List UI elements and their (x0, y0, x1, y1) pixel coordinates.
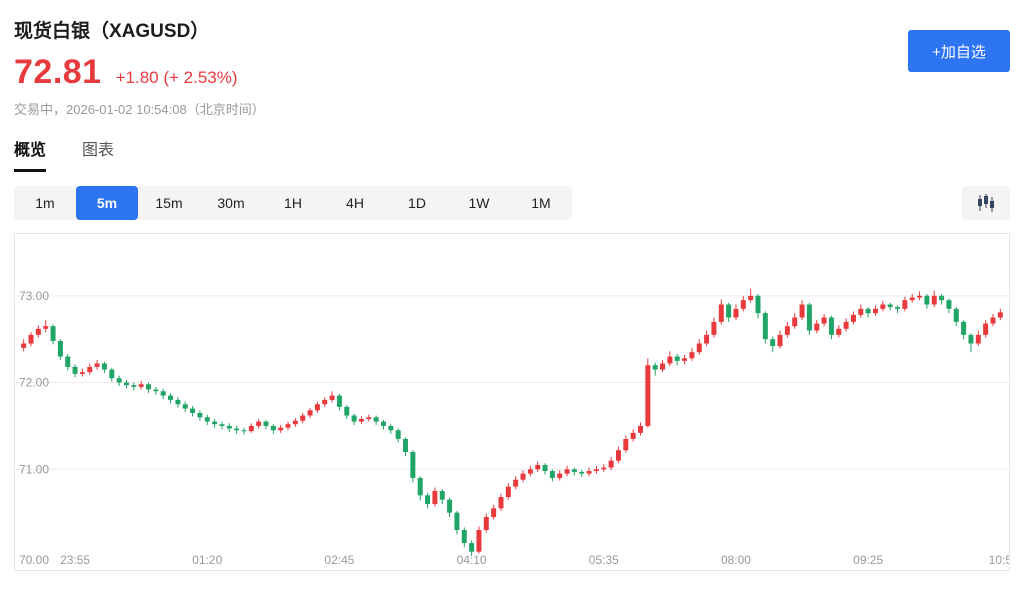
chart-toolbar: 1m 5m 15m 30m 1H 4H 1D 1W 1M (14, 186, 1010, 220)
svg-text:08:00: 08:00 (721, 553, 751, 567)
timeframe-1w[interactable]: 1W (448, 186, 510, 220)
svg-text:05:35: 05:35 (589, 553, 619, 567)
timeframe-5m[interactable]: 5m (76, 186, 138, 220)
svg-text:72.00: 72.00 (19, 376, 49, 390)
svg-text:71.00: 71.00 (19, 462, 49, 476)
instrument-title: 现货白银（XAGUSD） (14, 21, 210, 42)
svg-text:23:55: 23:55 (60, 553, 90, 567)
timeframe-1mo[interactable]: 1M (510, 186, 572, 220)
svg-text:01:20: 01:20 (192, 553, 222, 567)
svg-text:73.00: 73.00 (19, 289, 49, 303)
add-watchlist-button[interactable]: +加自选 (908, 30, 1010, 72)
tab-overview[interactable]: 概览 (14, 136, 47, 172)
svg-text:02:45: 02:45 (324, 553, 354, 567)
chart-panel[interactable]: 73.00 72.00 71.00 70.00 23:55 01:20 02:45 04:10… (14, 233, 1010, 571)
timeframe-1d[interactable]: 1D (386, 186, 448, 220)
tab-chart[interactable]: 图表 (82, 142, 115, 159)
timeframe-30m[interactable]: 30m (200, 186, 262, 220)
timeframe-bar: 1m 5m 15m 30m 1H 4H 1D 1W 1M (14, 186, 572, 220)
timeframe-4h[interactable]: 4H (324, 186, 386, 220)
timeframe-15m[interactable]: 15m (138, 186, 200, 220)
price-row: 72.81 +1.80 (+ 2.53%) (14, 53, 1010, 92)
price-change: +1.80 (+ 2.53%) (115, 68, 238, 87)
timeframe-1h[interactable]: 1H (262, 186, 324, 220)
tab-bar: 概览 图表 (0, 118, 1024, 172)
svg-text:09:25: 09:25 (853, 553, 883, 567)
trading-status: 交易中，2026-01-02 10:54:08（北京时间） (14, 102, 265, 117)
last-price: 72.81 (14, 53, 102, 91)
header: 现货白银（XAGUSD） 72.81 +1.80 (+ 2.53%) 交易中，2… (0, 0, 1024, 118)
svg-text:04:10: 04:10 (457, 553, 487, 567)
timeframe-1m[interactable]: 1m (14, 186, 76, 220)
svg-text:10:5: 10:5 (989, 553, 1009, 567)
kline-icon (978, 194, 994, 212)
candlestick-chart[interactable]: 73.00 72.00 71.00 70.00 23:55 01:20 02:45 04:10… (15, 234, 1009, 570)
chart-style-button[interactable] (962, 186, 1010, 220)
svg-text:70.00: 70.00 (19, 553, 49, 567)
